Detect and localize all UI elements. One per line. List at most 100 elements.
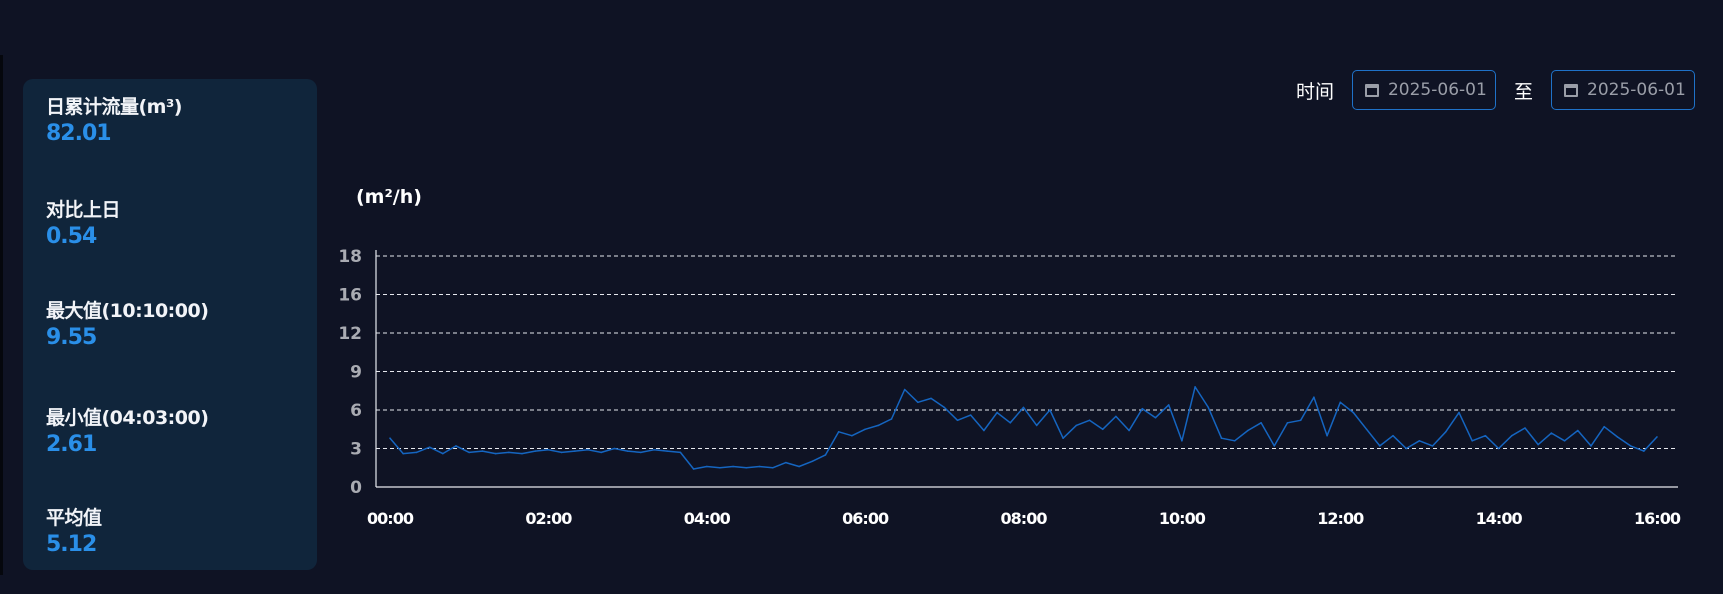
data-point: [943, 406, 946, 409]
data-point: [1062, 437, 1064, 440]
data-point: [1365, 428, 1368, 431]
data-point: [1497, 447, 1500, 450]
data-point: [1590, 445, 1592, 447]
to-label: 至: [1513, 80, 1533, 103]
x-tick-label: 14:00: [1476, 509, 1523, 528]
data-point: [455, 445, 457, 447]
data-point: [706, 465, 708, 468]
left-edge: [0, 55, 3, 575]
data-point: [745, 467, 748, 469]
stat-label: 对比上日: [46, 199, 121, 221]
data-point: [917, 401, 919, 404]
data-point: [666, 450, 668, 452]
flow-series-line: [389, 386, 1658, 470]
data-point: [1418, 440, 1421, 442]
data-point: [837, 431, 840, 433]
stat-value: 0.54: [46, 224, 97, 249]
data-point: [1273, 445, 1276, 447]
data-point: [1207, 406, 1210, 409]
data-point: [587, 449, 589, 451]
x-tick-label: 12:00: [1317, 509, 1364, 528]
data-point: [415, 451, 418, 454]
data-point: [719, 467, 721, 469]
data-point: [798, 465, 800, 468]
end-date-value: 2025-06-01: [1587, 80, 1686, 100]
data-point: [1458, 411, 1460, 414]
data-point: [983, 429, 985, 432]
data-point: [1313, 396, 1315, 399]
data-point: [640, 451, 642, 454]
data-point: [1247, 429, 1249, 432]
data-point: [1022, 406, 1025, 409]
data-point: [521, 452, 523, 455]
data-point: [811, 460, 814, 463]
data-point: [930, 397, 932, 400]
data-point: [1577, 429, 1579, 432]
stat-item: 平均值 5.12: [46, 503, 102, 557]
date-filter: 时间 2025-06-01 至 2025-06-01: [1296, 70, 1695, 110]
data-point: [1326, 434, 1328, 437]
data-point: [653, 449, 655, 451]
stat-item: 最小值(04:03:00) 2.61: [46, 403, 209, 457]
x-tick-label: 02:00: [525, 509, 572, 528]
data-point: [890, 418, 893, 420]
stat-item: 日累计流量(m³) 82.01: [46, 92, 183, 146]
data-point: [547, 449, 550, 451]
x-tick-label: 10:00: [1159, 509, 1206, 528]
data-point: [1299, 419, 1302, 422]
data-point: [1629, 445, 1632, 447]
data-point: [1167, 404, 1170, 406]
data-point: [1009, 422, 1012, 424]
data-point: [956, 419, 959, 422]
data-point: [389, 437, 391, 440]
data-point: [1352, 411, 1355, 414]
data-point: [1141, 407, 1144, 410]
data-point: [494, 452, 497, 455]
data-point: [626, 450, 629, 452]
data-point: [1471, 440, 1473, 442]
data-point: [1220, 437, 1223, 440]
data-point: [996, 411, 998, 414]
data-point: [851, 434, 853, 437]
data-point: [1075, 424, 1078, 427]
data-point: [1524, 427, 1526, 429]
stats-panel: [23, 79, 317, 570]
data-point: [574, 450, 576, 452]
data-point: [402, 452, 405, 455]
y-tick-label: 16: [338, 286, 362, 306]
data-point: [428, 446, 431, 449]
data-point: [560, 451, 563, 454]
data-point: [1511, 434, 1513, 437]
data-point: [679, 451, 682, 454]
start-date-value: 2025-06-01: [1387, 80, 1487, 100]
data-point: [1445, 431, 1447, 433]
data-point: [481, 450, 484, 452]
data-point: [1128, 429, 1130, 432]
data-point: [1537, 443, 1539, 446]
stat-label: 最小值(04:03:00): [46, 407, 209, 429]
start-date-picker[interactable]: 2025-06-01: [1351, 70, 1496, 110]
data-point: [692, 468, 695, 470]
data-point: [969, 414, 972, 416]
stat-value: 5.12: [46, 532, 97, 557]
data-point: [1035, 424, 1038, 427]
end-date-picker[interactable]: 2025-06-01: [1551, 70, 1695, 110]
data-point: [877, 424, 880, 427]
data-point: [1431, 445, 1434, 447]
data-point: [824, 454, 827, 456]
data-point: [1088, 419, 1091, 422]
stat-value: 82.01: [46, 121, 112, 146]
stat-item: 最大值(10:10:00) 9.55: [46, 296, 209, 350]
data-point: [1049, 409, 1051, 411]
data-point: [442, 452, 444, 455]
x-tick-label: 16:00: [1634, 509, 1681, 528]
y-tick-label: 12: [338, 324, 362, 344]
data-point: [1101, 428, 1104, 431]
stat-value: 9.55: [46, 325, 97, 350]
stat-label: 平均值: [46, 507, 102, 529]
y-tick-label: 6: [350, 401, 362, 421]
data-point: [1392, 434, 1394, 437]
time-label: 时间: [1295, 80, 1334, 103]
data-point: [1616, 436, 1619, 438]
data-point: [600, 451, 602, 454]
